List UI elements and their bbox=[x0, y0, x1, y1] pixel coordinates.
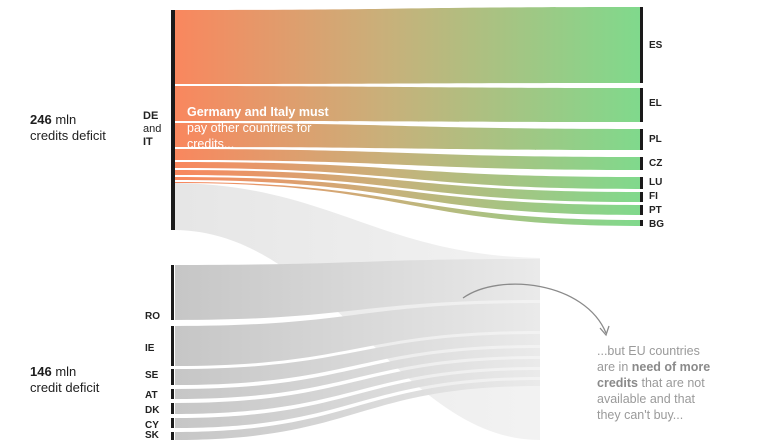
flow-to-fi bbox=[175, 170, 640, 202]
deficit-unit-top: mln bbox=[55, 112, 77, 127]
deficit-value-top: 246 bbox=[30, 112, 52, 127]
node-bar-cz bbox=[640, 157, 643, 170]
node-bar-at bbox=[171, 389, 174, 399]
target-label-lu: LU bbox=[649, 177, 663, 188]
node-bar-fi bbox=[640, 192, 643, 202]
note-germany-italy-line3: credits... bbox=[187, 137, 235, 151]
node-bar-de-it bbox=[171, 10, 175, 230]
grey-flows bbox=[175, 259, 540, 440]
source-de: DE bbox=[143, 110, 159, 122]
node-bar-pl bbox=[640, 129, 643, 150]
flow-to-cz bbox=[175, 149, 640, 170]
node-bar-el bbox=[640, 88, 643, 122]
deficit-label-top: 246 mln credits deficit bbox=[30, 112, 106, 144]
flow-to-el bbox=[175, 86, 640, 122]
node-bar-ie bbox=[171, 326, 174, 366]
flow-from-se bbox=[175, 334, 540, 385]
grey-bars bbox=[171, 265, 174, 440]
flow-to-pt bbox=[175, 177, 640, 215]
note-eu-line3a: credits bbox=[597, 376, 638, 390]
note-germany-italy-line2: pay other countries for bbox=[187, 121, 312, 135]
flow-from-ro bbox=[175, 259, 540, 320]
flow-to-bg bbox=[175, 182, 640, 226]
flow-from-dk bbox=[175, 359, 540, 414]
target-label-el: EL bbox=[649, 98, 662, 109]
node-bar-ro bbox=[171, 265, 174, 320]
annotation-arrowhead bbox=[599, 325, 610, 337]
deficit-unit-bottom: mln bbox=[55, 364, 77, 379]
target-bars bbox=[640, 7, 643, 226]
note-eu-line4: available and that bbox=[597, 392, 695, 406]
source-it: IT bbox=[143, 136, 153, 148]
note-eu-line3b: that are not bbox=[638, 376, 705, 390]
node-bar-bg bbox=[640, 220, 643, 226]
note-eu-line5: they can't buy... bbox=[597, 408, 684, 422]
annotation-arrow bbox=[462, 283, 607, 334]
target-label-fi: FI bbox=[649, 191, 658, 202]
flow-to-es bbox=[175, 7, 640, 84]
target-label-pt: PT bbox=[649, 205, 662, 216]
source-label-cy: CY bbox=[145, 420, 159, 431]
note-eu-line2a: are in bbox=[597, 360, 632, 374]
source-label-de-it: DE and IT bbox=[143, 110, 165, 149]
node-bar-sk bbox=[171, 432, 174, 440]
node-bar-lu bbox=[640, 177, 643, 189]
target-label-cz: CZ bbox=[649, 158, 663, 169]
colored-flows bbox=[175, 7, 640, 226]
node-bar-pt bbox=[640, 205, 643, 215]
flow-from-cy bbox=[175, 370, 540, 428]
deficit-text-bottom: credit deficit bbox=[30, 380, 100, 395]
source-label-sk: SK bbox=[145, 430, 159, 441]
source-label-dk: DK bbox=[145, 405, 160, 416]
deficit-value-bottom: 146 bbox=[30, 364, 52, 379]
target-label-es: ES bbox=[649, 40, 663, 51]
source-label-at: AT bbox=[145, 390, 158, 401]
node-bar-dk bbox=[171, 403, 174, 414]
flow-from-at bbox=[175, 348, 540, 399]
target-label-pl: PL bbox=[649, 134, 662, 145]
source-label-ro: RO bbox=[145, 311, 160, 322]
deficit-text-top: credits deficit bbox=[30, 128, 106, 143]
note-germany-italy: Germany and Italy must pay other countri… bbox=[187, 104, 329, 152]
note-eu-need: ...but EU countries are in need of more … bbox=[597, 343, 710, 423]
source-label-se: SE bbox=[145, 370, 159, 381]
note-eu-line2b: need of more bbox=[631, 360, 711, 374]
flow-from-sk bbox=[175, 380, 540, 440]
flow-from-ie bbox=[175, 303, 540, 366]
flow-to-pl bbox=[175, 123, 640, 150]
note-eu-line1: ...but EU countries bbox=[597, 344, 700, 358]
node-bar-es bbox=[640, 7, 643, 83]
deficit-label-bottom: 146 mln credit deficit bbox=[30, 364, 99, 396]
flow-to-lu bbox=[175, 162, 640, 189]
node-bar-cy bbox=[171, 418, 174, 428]
target-label-bg: BG bbox=[649, 219, 664, 230]
note-germany-italy-bold: Germany and Italy must bbox=[187, 105, 329, 119]
node-bar-se bbox=[171, 369, 174, 385]
source-label-ie: IE bbox=[145, 343, 155, 354]
source-and: and bbox=[143, 123, 162, 135]
